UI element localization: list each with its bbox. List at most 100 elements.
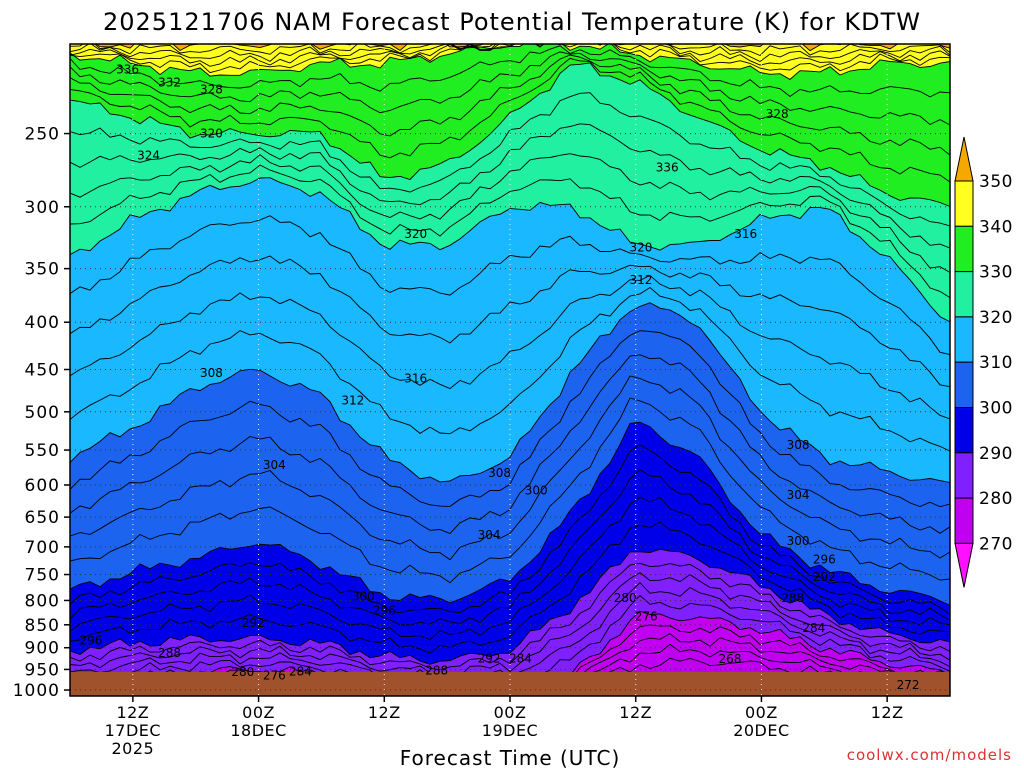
contour-label: 280 (231, 665, 254, 679)
colorbar-tick-label: 330 (979, 263, 1013, 283)
contour-label: 276 (263, 669, 286, 683)
y-tick-label: 700 (25, 538, 60, 558)
isentrope-line (70, 562, 950, 671)
contour-band (70, 44, 950, 80)
contour-label: 292 (242, 616, 265, 630)
contour-label: 268 (719, 652, 742, 666)
contour-label: 284 (509, 652, 532, 666)
contour-label: 288 (158, 646, 181, 660)
y-tick-label: 600 (25, 476, 60, 496)
contour-label: 336 (116, 62, 139, 76)
isentrope-line (70, 44, 950, 74)
contour-label: 300 (525, 483, 548, 497)
isentrope-line (70, 44, 950, 67)
colorbar-segment (954, 361, 974, 409)
isentrope-line (70, 45, 950, 98)
y-tick-label: 850 (25, 616, 60, 636)
isentrope-line (70, 421, 950, 606)
isentrope-line (70, 548, 950, 665)
contour-label: 272 (897, 678, 920, 692)
y-axis: 250 300 350 400 450 500 550 600 650 700 750 800 850 9… (13, 125, 70, 701)
colorbar-bottom-arrow (954, 542, 974, 588)
contour-label: 296 (813, 552, 836, 566)
isentrope-line (70, 57, 950, 183)
x-tick-label: 12Z (368, 703, 401, 722)
y-tick-label: 650 (25, 508, 60, 528)
credit-text[interactable]: coolwx.com/models (847, 746, 1012, 764)
grid-lines (70, 44, 950, 696)
contour-label: 284 (289, 665, 312, 679)
contour-label: 280 (614, 591, 637, 605)
y-tick-label: 450 (25, 361, 60, 381)
y-tick-label: 400 (25, 313, 60, 333)
isentrope-line (95, 44, 950, 52)
x-tick-label: 18DEC (230, 721, 286, 740)
contour-lines (70, 44, 950, 696)
contour-label: 300 (787, 534, 810, 548)
contour-label: 324 (137, 148, 160, 162)
contour-label: 316 (404, 371, 427, 385)
isentrope-line (70, 496, 950, 641)
colorbar: 270 280 290 300 310 320 330 340 350 (954, 136, 1013, 588)
y-tick-label: 750 (25, 566, 60, 586)
contour-label: 300 (352, 589, 375, 603)
plot-area: 336 332 328 320 324 320 336 328 320 316 312 308 312 3… (70, 44, 950, 696)
isentrope-line (70, 397, 950, 584)
isentrope-line (70, 375, 950, 561)
isentrope-line (70, 164, 950, 298)
colorbar-segment (954, 180, 974, 227)
y-tick-label: 500 (25, 403, 60, 423)
contour-label: 308 (488, 466, 511, 480)
x-tick-label: 00Z (242, 703, 275, 722)
x-tick-label: 12Z (871, 703, 904, 722)
isentrope-line (70, 302, 950, 483)
contour-label: 288 (425, 664, 448, 678)
contour-label: 276 (635, 610, 658, 624)
colorbar-segment (954, 497, 974, 544)
contour-label: 304 (263, 458, 286, 472)
colorbar-tick-label: 270 (979, 534, 1013, 554)
colorbar-tick-label: 320 (979, 308, 1013, 328)
contour-label: 328 (766, 107, 789, 121)
contour-label: 292 (478, 652, 501, 666)
contour-label: 332 (158, 75, 181, 89)
x-tick-label: 00Z (494, 703, 527, 722)
colorbar-tick-label: 310 (979, 353, 1013, 373)
isentrope-line (70, 572, 950, 677)
y-tick-label: 950 (25, 660, 60, 680)
contour-label: 296 (373, 603, 396, 617)
colorbar-segment (954, 407, 974, 454)
y-tick-label: 900 (25, 639, 60, 659)
contour-label: 292 (813, 570, 836, 584)
colorbar-top-arrow (954, 136, 974, 182)
contour-label: 316 (734, 227, 757, 241)
colorbar-tick-label: 290 (979, 444, 1013, 464)
y-tick-label: 550 (25, 441, 60, 461)
y-tick-label: 350 (25, 260, 60, 280)
isentrope-line (70, 521, 950, 654)
contour-label: 304 (478, 528, 501, 542)
isentrope-line (70, 274, 950, 420)
contour-label: 320 (404, 227, 427, 241)
x-tick-label: 20DEC (733, 721, 789, 740)
y-tick-label: 250 (25, 125, 60, 145)
isentrope-line (70, 62, 950, 207)
contour-label: 312 (629, 273, 652, 287)
isentrope-line (70, 177, 950, 323)
contour-label: 336 (656, 160, 679, 174)
x-tick-label: 2025 (111, 739, 154, 758)
y-tick-label: 300 (25, 198, 60, 218)
colorbar-segment (954, 316, 974, 363)
contour-band (70, 44, 950, 207)
x-tick-label: 12Z (116, 703, 149, 722)
colorbar-tick-label: 300 (979, 399, 1013, 419)
contour-label: 320 (629, 240, 652, 254)
contour-label: 284 (802, 621, 825, 635)
x-tick-label: 19DEC (482, 721, 538, 740)
isentrope-line (70, 215, 950, 355)
y-tick-label: 1000 (13, 681, 60, 701)
y-tick-label: 800 (25, 591, 60, 611)
contour-label: 308 (200, 366, 223, 380)
contour-band (70, 44, 950, 51)
